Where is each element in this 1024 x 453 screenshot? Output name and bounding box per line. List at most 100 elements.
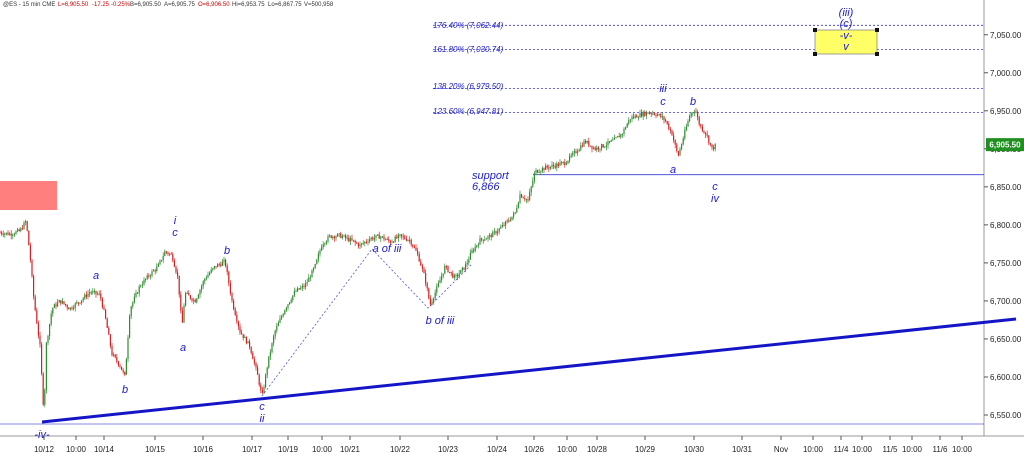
candle-body	[671, 130, 673, 136]
candle-body	[49, 324, 51, 337]
candle-body	[362, 243, 364, 245]
x-tick-label: 10/14	[94, 445, 115, 453]
candle-body	[290, 300, 292, 303]
candle-body	[210, 269, 212, 273]
x-tick-label: 10:00	[902, 445, 923, 453]
candle-body	[269, 352, 271, 357]
candle-body	[1, 232, 3, 234]
x-tick-label: 10/21	[340, 445, 361, 453]
y-tick-label: 6,650.00	[990, 335, 1022, 344]
candle-body	[340, 233, 342, 238]
candle-body	[682, 138, 684, 145]
candle-body	[610, 140, 612, 142]
candle-body	[140, 285, 142, 287]
candle-body	[503, 225, 505, 227]
x-tick-label: 10/29	[635, 445, 656, 453]
candle-body	[647, 112, 649, 114]
candle-body	[79, 302, 81, 304]
candle-body	[349, 238, 351, 242]
x-tick-label: 10/28	[587, 445, 608, 453]
candle-body	[458, 273, 460, 277]
candle-body	[508, 220, 510, 222]
candle-body	[125, 359, 127, 375]
candle-body	[305, 283, 307, 287]
candle-body	[29, 245, 31, 261]
candle-body	[292, 295, 294, 301]
candle-body	[492, 231, 494, 238]
candle-body	[383, 236, 385, 240]
candle-body	[271, 343, 273, 353]
header-ask: A=6,905.75	[164, 2, 196, 8]
candle-body	[281, 316, 283, 319]
candle-body	[353, 240, 355, 242]
candle-body	[178, 275, 180, 295]
candle-body	[138, 286, 140, 294]
candle-body	[521, 194, 523, 198]
candle-body	[452, 272, 454, 278]
target-box-handle[interactable]	[813, 52, 817, 56]
candle-body	[108, 327, 110, 335]
target-label: -v-	[840, 30, 853, 42]
candle-body	[324, 243, 326, 245]
candle-body	[439, 280, 441, 284]
candle-body	[201, 286, 203, 290]
candle-body	[226, 266, 228, 272]
candle-body	[33, 276, 35, 297]
target-box[interactable]	[814, 29, 878, 55]
x-tick-label: 10/24	[487, 445, 508, 453]
candle-body	[445, 266, 447, 268]
target-box-handle[interactable]	[875, 28, 879, 32]
candle-body	[330, 235, 332, 238]
candle-body	[84, 294, 86, 299]
candle-body	[212, 268, 214, 270]
candle-body	[343, 235, 345, 237]
candle-body	[215, 266, 217, 268]
candle-body	[474, 246, 476, 251]
candle-body	[50, 313, 52, 325]
candle-body	[359, 244, 361, 247]
candle-body	[276, 326, 278, 331]
y-tick-label: 6,600.00	[990, 373, 1022, 382]
candle-body	[81, 300, 83, 303]
candle-body	[404, 236, 406, 239]
candle-body	[527, 199, 529, 201]
candle-body	[10, 233, 12, 236]
target-box-group[interactable]	[813, 28, 879, 56]
candle-body	[652, 113, 654, 115]
candle-body	[546, 165, 548, 168]
candle-body	[522, 197, 524, 199]
candle-body	[509, 220, 511, 222]
candle-body	[341, 236, 343, 238]
candle-body	[135, 292, 137, 297]
candle-body	[250, 347, 252, 353]
candle-body	[583, 141, 585, 147]
candle-body	[183, 305, 185, 323]
candle-body	[517, 202, 519, 209]
candle-body	[631, 116, 633, 120]
main-trendline[interactable]	[41, 317, 1017, 424]
x-tick-label: 10:00	[803, 445, 824, 453]
header-low: Lo=6,867.75	[268, 2, 302, 8]
candle-body	[221, 261, 223, 266]
candle-body	[538, 172, 540, 174]
candle-body	[634, 115, 636, 118]
candle-body	[535, 170, 537, 174]
wave-label: iv	[711, 193, 720, 205]
target-box-handle[interactable]	[875, 52, 879, 56]
target-box-handle[interactable]	[813, 28, 817, 32]
wave-label: b of iii	[426, 315, 455, 327]
candle-body	[434, 292, 436, 299]
wave-label: a	[93, 270, 99, 282]
candle-body	[529, 192, 531, 201]
candle-body	[234, 308, 236, 315]
candle-body	[197, 294, 199, 299]
candle-body	[649, 112, 651, 114]
candle-body	[396, 236, 398, 239]
candle-body	[543, 168, 545, 170]
candle-body	[663, 116, 665, 120]
candle-body	[13, 234, 15, 236]
header-last: L=6,905.50	[58, 2, 89, 8]
candle-body	[661, 116, 663, 118]
candle-body	[637, 117, 639, 119]
